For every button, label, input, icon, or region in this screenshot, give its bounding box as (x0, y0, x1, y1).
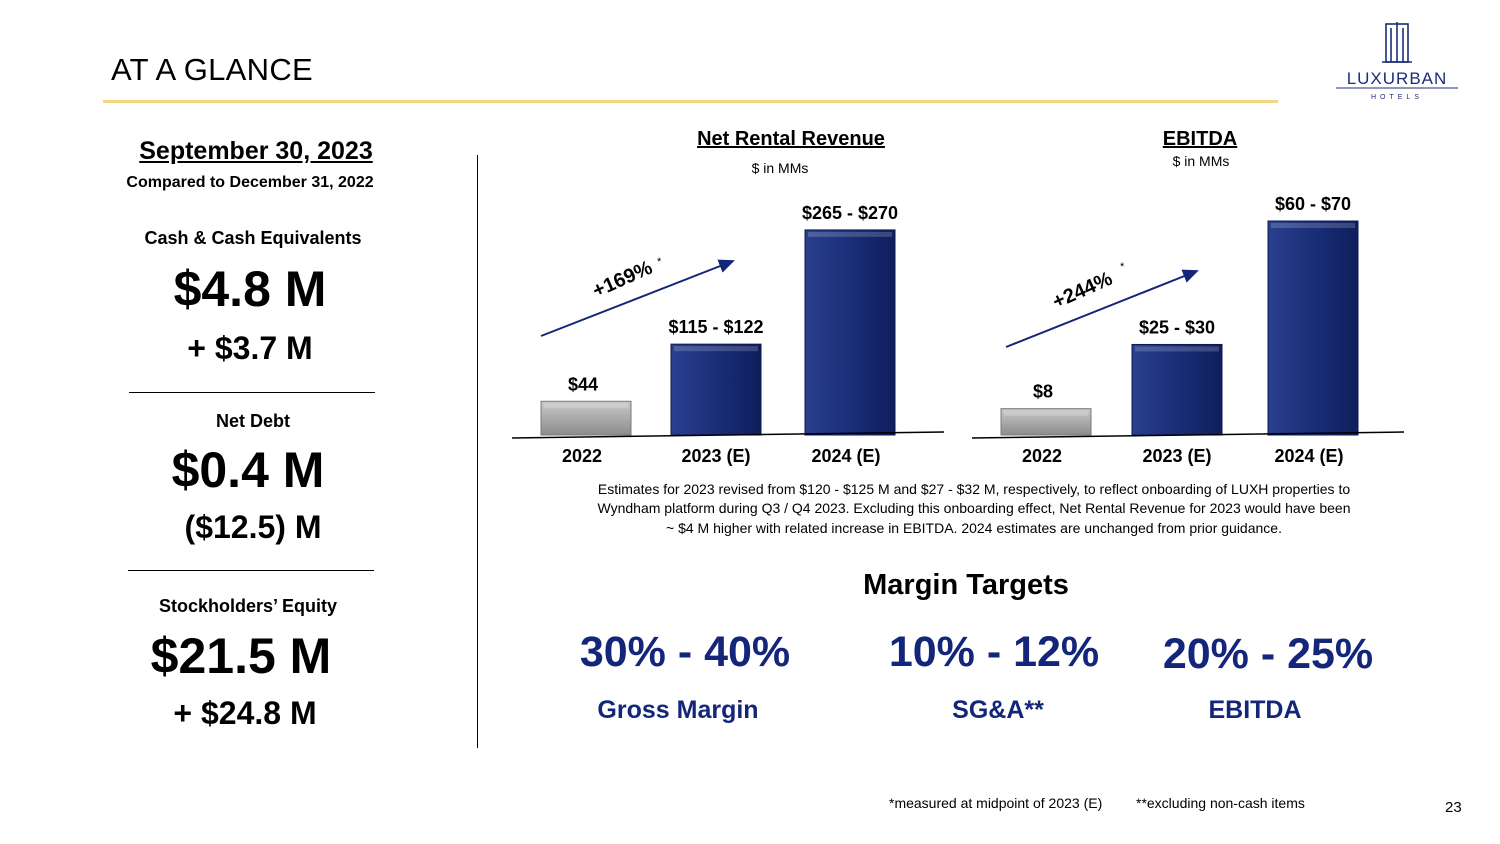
estimates-note-line: Wyndham platform during Q3 / Q4 2023. Ex… (597, 500, 1351, 516)
page-number: 23 (1445, 799, 1462, 816)
category-label: 2024 (E) (1274, 446, 1343, 466)
margin-targets-heading: Margin Targets (863, 569, 1069, 601)
bar-highlight (808, 231, 892, 237)
revenue-chart: $44 2022 $115 - $122 2023 (E) $265 - $270 202… (511, 203, 945, 466)
cash-label: Cash & Cash Equivalents (144, 228, 362, 248)
cash-change: + $3.7 M (187, 330, 313, 366)
bar (670, 343, 762, 436)
bar-value-label: $265 - $270 (802, 203, 898, 223)
net-debt-change: ($12.5) M (184, 509, 322, 545)
net-debt-value: $0.4 M (171, 442, 325, 498)
growth-arrow (540, 259, 735, 337)
footnote-midpoint: *measured at midpoint of 2023 (E) (889, 795, 1103, 811)
cash-value: $4.8 M (173, 261, 327, 317)
bar-highlight (1135, 346, 1219, 352)
logo-wordmark: LUXURBAN (1347, 69, 1448, 88)
x-axis (971, 431, 1405, 439)
bar-highlight (544, 403, 628, 409)
growth-footnote-marker: * (657, 256, 662, 268)
ebitda-margin-range: 20% - 25% (1162, 630, 1374, 678)
growth-arrow (1005, 269, 1199, 348)
bar-value-label: $60 - $70 (1275, 194, 1351, 214)
summary-compared-to: Compared to December 31, 2022 (126, 174, 374, 191)
revenue-chart-title: Net Rental Revenue (697, 128, 885, 150)
estimates-note-line: Estimates for 2023 revised from $120 - $… (597, 481, 1351, 497)
gross-margin-label: Gross Margin (597, 696, 759, 724)
sga-label: SG&A** (952, 696, 1044, 724)
bar-highlight (1004, 410, 1088, 416)
bar (1267, 220, 1359, 436)
ebitda-margin-label: EBITDA (1208, 696, 1302, 724)
bar (804, 229, 896, 436)
gross-margin-range: 30% - 40% (579, 628, 791, 676)
bar-highlight (1271, 223, 1355, 228)
bar (1000, 408, 1092, 436)
bar-value-label: $25 - $30 (1139, 317, 1215, 337)
category-label: 2022 (562, 446, 602, 466)
category-label: 2022 (1022, 446, 1062, 466)
column-divider (477, 155, 478, 748)
ebitda-chart: $8 2022 $25 - $30 2023 (E) $60 - $70 2024 (E)… (971, 194, 1405, 466)
estimates-note-line: ~ $4 M higher with related increase in E… (666, 520, 1282, 536)
growth-footnote-marker: * (1120, 261, 1125, 273)
slide-title: AT A GLANCE (111, 52, 314, 87)
category-label: 2023 (E) (1142, 446, 1211, 466)
equity-label: Stockholders’ Equity (158, 596, 338, 616)
bar-highlight (674, 346, 758, 352)
summary-divider (129, 392, 375, 393)
bar-value-label: $115 - $122 (668, 317, 763, 337)
bar (540, 400, 632, 436)
ebitda-chart-subtitle: $ in MMs (1172, 153, 1230, 169)
luxurban-logo: LUXURBAN HOTELS (1336, 22, 1458, 101)
bar-value-label: $44 (568, 374, 598, 394)
title-underline (103, 100, 1278, 103)
ebitda-chart-title: EBITDA (1162, 128, 1238, 150)
sga-range: 10% - 12% (888, 628, 1100, 676)
category-label: 2024 (E) (811, 446, 880, 466)
category-label: 2023 (E) (681, 446, 750, 466)
summary-date: September 30, 2023 (139, 137, 373, 165)
equity-change: + $24.8 M (173, 695, 317, 731)
footnote-non-cash: **excluding non-cash items (1136, 795, 1305, 811)
bar (1131, 343, 1223, 436)
building-icon (1382, 22, 1412, 63)
summary-divider (128, 570, 374, 571)
x-axis (511, 431, 945, 439)
revenue-chart-subtitle: $ in MMs (751, 160, 809, 176)
logo-subtitle: HOTELS (1371, 94, 1423, 101)
bar-value-label: $8 (1033, 382, 1053, 402)
net-debt-label: Net Debt (215, 411, 290, 431)
equity-value: $21.5 M (150, 628, 332, 684)
